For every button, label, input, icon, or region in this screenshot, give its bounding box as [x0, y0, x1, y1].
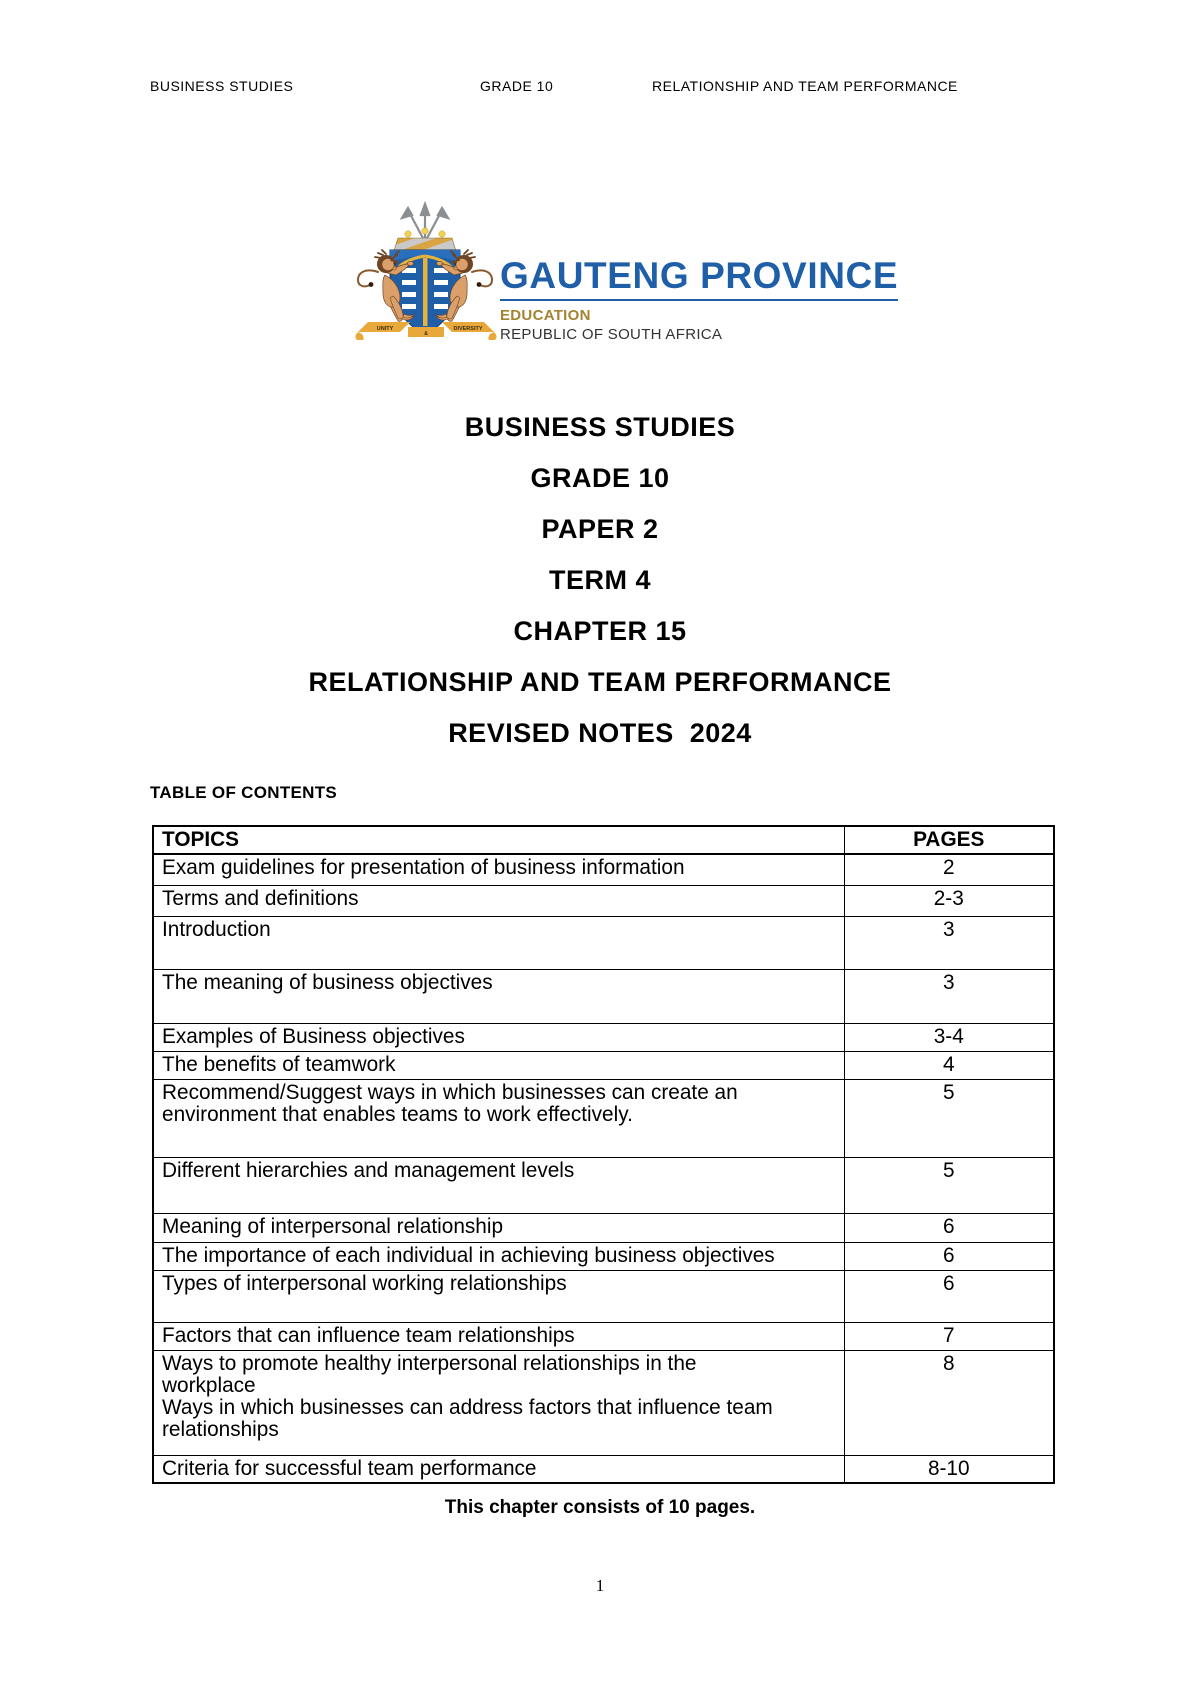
svg-text:DIVERSITY: DIVERSITY [453, 326, 482, 332]
svg-text:UNITY: UNITY [377, 326, 394, 332]
svg-text:&: & [424, 331, 428, 337]
